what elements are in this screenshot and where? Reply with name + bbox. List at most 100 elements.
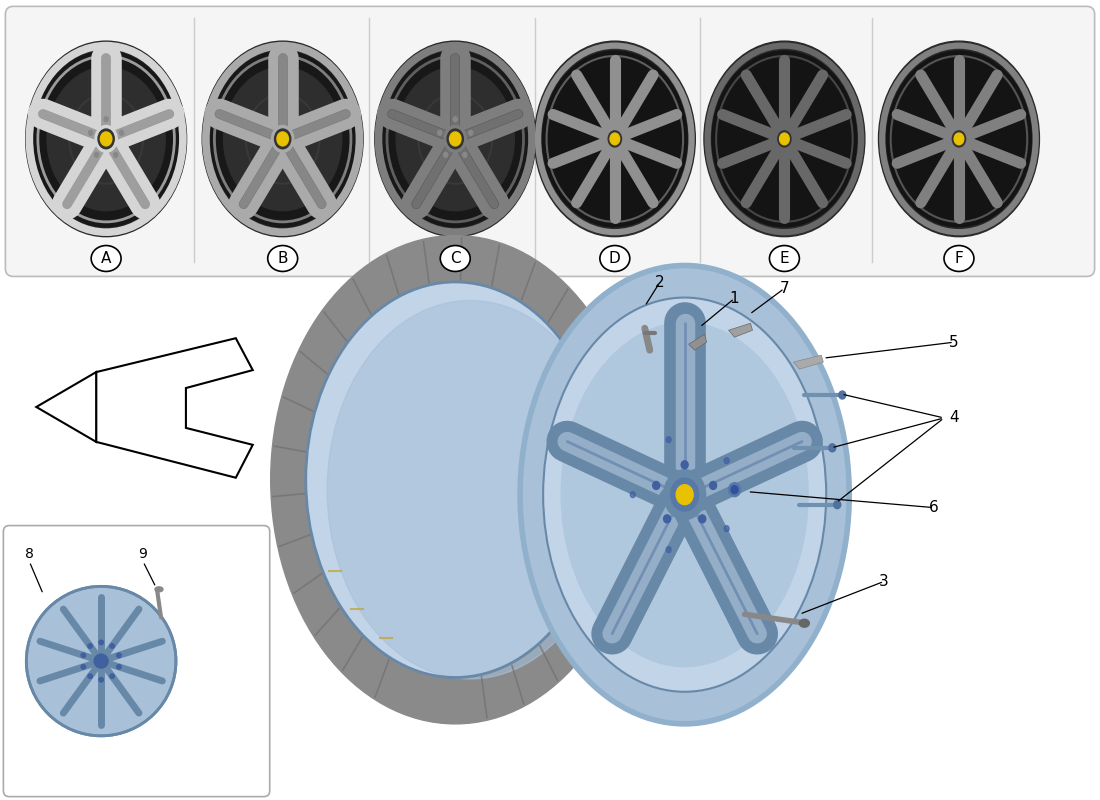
Text: 6: 6 [930, 500, 939, 515]
Ellipse shape [778, 131, 791, 147]
Ellipse shape [780, 133, 789, 145]
Ellipse shape [113, 153, 118, 158]
Ellipse shape [887, 51, 1032, 227]
Ellipse shape [99, 640, 103, 645]
Ellipse shape [88, 644, 92, 648]
Ellipse shape [671, 478, 698, 511]
Ellipse shape [698, 515, 706, 523]
Ellipse shape [542, 51, 688, 227]
Ellipse shape [223, 67, 342, 210]
Ellipse shape [652, 482, 660, 490]
Ellipse shape [120, 130, 123, 135]
Ellipse shape [953, 131, 966, 147]
Ellipse shape [110, 644, 114, 648]
Ellipse shape [834, 501, 840, 509]
Ellipse shape [828, 444, 836, 452]
FancyBboxPatch shape [3, 526, 270, 797]
Ellipse shape [155, 587, 163, 592]
Ellipse shape [440, 246, 470, 271]
Ellipse shape [710, 482, 716, 490]
Ellipse shape [34, 51, 178, 227]
Ellipse shape [95, 153, 99, 158]
Ellipse shape [663, 470, 705, 519]
Ellipse shape [91, 246, 121, 271]
Ellipse shape [676, 485, 693, 505]
Ellipse shape [954, 133, 964, 145]
Ellipse shape [100, 132, 112, 146]
Ellipse shape [290, 153, 295, 158]
FancyBboxPatch shape [6, 6, 1094, 277]
Ellipse shape [271, 153, 275, 158]
Ellipse shape [447, 129, 463, 149]
Ellipse shape [396, 67, 515, 210]
Ellipse shape [296, 130, 300, 135]
Text: 4: 4 [949, 410, 959, 426]
Ellipse shape [724, 526, 729, 532]
Polygon shape [36, 372, 96, 442]
Ellipse shape [704, 41, 865, 237]
Polygon shape [728, 323, 752, 338]
Ellipse shape [443, 153, 448, 158]
Ellipse shape [948, 126, 969, 151]
Ellipse shape [280, 117, 285, 122]
Text: A: A [101, 251, 111, 266]
Ellipse shape [520, 266, 849, 724]
Text: a passion for parts since1985: a passion for parts since1985 [425, 445, 615, 554]
Ellipse shape [110, 674, 114, 678]
Ellipse shape [104, 117, 108, 122]
Text: DURE: DURE [345, 402, 654, 498]
Ellipse shape [608, 131, 622, 147]
Text: E: E [780, 251, 789, 266]
Ellipse shape [375, 41, 536, 237]
Text: 9: 9 [139, 547, 147, 562]
Ellipse shape [25, 41, 187, 237]
Ellipse shape [774, 126, 794, 151]
Ellipse shape [469, 130, 473, 135]
Text: D: D [609, 251, 620, 266]
Ellipse shape [543, 298, 826, 692]
Ellipse shape [600, 246, 630, 271]
Ellipse shape [630, 492, 636, 498]
Ellipse shape [667, 437, 671, 442]
Ellipse shape [202, 41, 363, 237]
Ellipse shape [95, 654, 108, 668]
Ellipse shape [724, 458, 729, 464]
Ellipse shape [667, 546, 671, 553]
Ellipse shape [944, 246, 974, 271]
Ellipse shape [117, 665, 121, 669]
Ellipse shape [535, 41, 695, 237]
Text: F: F [955, 251, 964, 266]
Ellipse shape [561, 322, 808, 666]
Ellipse shape [383, 51, 528, 227]
Ellipse shape [89, 130, 92, 135]
Text: B: B [277, 251, 288, 266]
Ellipse shape [88, 674, 92, 678]
Ellipse shape [879, 41, 1040, 237]
Text: 7: 7 [780, 281, 789, 296]
Ellipse shape [769, 246, 800, 271]
Ellipse shape [712, 51, 857, 227]
Ellipse shape [272, 126, 294, 152]
Ellipse shape [265, 130, 269, 135]
Polygon shape [793, 355, 823, 369]
Text: 2: 2 [654, 275, 664, 290]
Ellipse shape [95, 126, 118, 152]
Ellipse shape [605, 126, 625, 151]
Ellipse shape [663, 515, 671, 523]
Ellipse shape [681, 461, 689, 469]
Polygon shape [689, 334, 706, 350]
Text: 5: 5 [949, 334, 959, 350]
Ellipse shape [26, 586, 176, 736]
Text: 1: 1 [729, 291, 739, 306]
Ellipse shape [610, 133, 619, 145]
Ellipse shape [267, 246, 298, 271]
Ellipse shape [99, 678, 103, 682]
Text: 8: 8 [25, 547, 34, 562]
Ellipse shape [463, 153, 466, 158]
Ellipse shape [450, 132, 461, 146]
Ellipse shape [728, 482, 740, 497]
Text: MOTO: MOTO [331, 486, 669, 583]
Text: 3: 3 [879, 574, 889, 589]
Ellipse shape [98, 129, 114, 149]
Text: C: C [450, 251, 461, 266]
